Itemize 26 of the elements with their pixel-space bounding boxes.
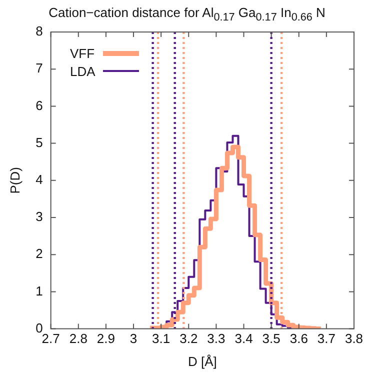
y-tick-label: 1 <box>36 283 43 298</box>
y-tick-label: 2 <box>36 246 43 262</box>
x-tick-label: 3.7 <box>317 331 336 346</box>
x-tick-label: 2.9 <box>96 331 115 346</box>
x-tick-label: 3.5 <box>262 331 280 346</box>
x-tick-label: 3.6 <box>290 331 308 346</box>
x-tick-label: 2.7 <box>42 331 60 346</box>
y-tick-label: 7 <box>36 60 43 76</box>
x-tick-label: 3 <box>130 331 138 346</box>
y-tick-label: 8 <box>36 24 43 39</box>
legend-label: LDA <box>70 64 96 78</box>
x-tick-label: 3.1 <box>152 331 170 346</box>
x-tick-label: 3.3 <box>207 331 226 346</box>
y-axis-title: P(D) <box>7 167 22 194</box>
x-tick-label: 2.8 <box>69 331 88 346</box>
x-tick-label: 3.8 <box>344 331 364 346</box>
legend-label: VFF <box>70 46 95 60</box>
x-tick-label: 3.2 <box>180 331 198 346</box>
y-tick-label: 4 <box>36 172 43 187</box>
y-tick-label: 3 <box>36 209 43 224</box>
x-axis-title: D [Å] <box>188 354 217 369</box>
x-tick-label: 3.4 <box>234 331 253 346</box>
chart-title: Cation−cation distance for Al$_{0.17}$ Ga$_{0.17}$ In$_{0.66}$ N <box>48 5 326 24</box>
y-tick-label: 0 <box>36 320 43 336</box>
y-tick-label: 5 <box>36 134 43 150</box>
y-tick-label: 6 <box>36 98 43 113</box>
